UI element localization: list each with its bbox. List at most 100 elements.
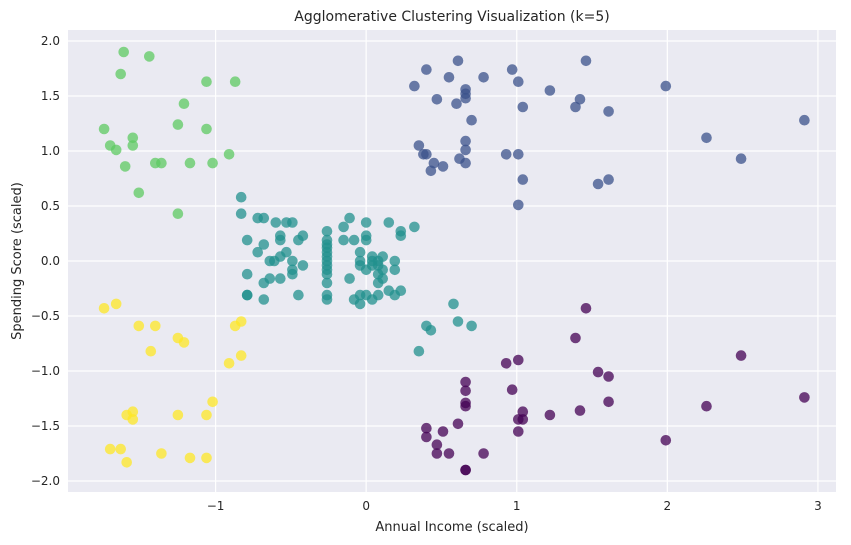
x-tick-label: 0 — [362, 499, 370, 513]
scatter-point — [580, 303, 592, 314]
scatter-point — [118, 46, 129, 58]
scatter-point — [127, 140, 139, 151]
scatter-point — [660, 435, 672, 446]
scatter-point — [377, 264, 389, 276]
scatter-point — [409, 80, 420, 92]
scatter-point — [287, 255, 298, 267]
y-axis-title: Spending Score (scaled) — [10, 182, 25, 340]
scatter-point — [156, 157, 167, 169]
scatter-point — [513, 149, 524, 160]
scatter-point — [389, 264, 401, 276]
scatter-point — [735, 153, 747, 164]
scatter-point — [133, 187, 145, 199]
scatter-point — [466, 114, 477, 126]
y-tick-label: 1.5 — [41, 89, 60, 103]
scatter-point — [207, 396, 218, 408]
scatter-point — [321, 277, 333, 289]
scatter-point — [119, 161, 131, 172]
scatter-point — [395, 285, 407, 297]
scatter-point — [104, 443, 116, 455]
scatter-point — [241, 268, 253, 280]
scatter-point — [377, 273, 389, 284]
scatter-point — [409, 221, 420, 233]
scatter-point — [460, 144, 471, 156]
scatter-point — [297, 230, 309, 241]
scatter-point — [115, 68, 126, 80]
scatter-point — [421, 149, 432, 160]
scatter-point — [603, 396, 614, 408]
scatter-point — [235, 208, 247, 219]
y-tick-label: 1.0 — [41, 144, 60, 158]
scatter-point — [201, 409, 212, 421]
scatter-point — [443, 448, 455, 459]
scatter-point — [229, 76, 241, 87]
scatter-point — [592, 366, 604, 378]
scatter-point — [425, 325, 437, 336]
scatter-point — [184, 452, 196, 464]
scatter-point — [297, 260, 309, 271]
scatter-point — [338, 234, 349, 246]
scatter-point — [421, 431, 432, 443]
scatter-point — [156, 448, 167, 459]
scatter-point — [544, 409, 556, 421]
scatter-point — [235, 316, 247, 327]
scatter-point — [544, 85, 556, 96]
scatter-point — [513, 76, 524, 87]
scatter-point — [360, 234, 372, 246]
scatter-point — [98, 123, 110, 135]
scatter-point — [580, 55, 592, 67]
scatter-point — [293, 289, 304, 301]
scatter-point — [421, 64, 432, 75]
scatter-point — [513, 426, 524, 437]
scatter-point — [223, 358, 235, 369]
scatter-point — [110, 144, 122, 156]
scatter-point — [133, 320, 145, 332]
scatter-point — [603, 174, 614, 185]
scatter-point — [517, 101, 529, 113]
scatter-point — [178, 337, 190, 348]
cluster-series — [98, 46, 241, 219]
scatter-point — [121, 457, 132, 468]
scatter-point — [389, 255, 401, 267]
scatter-point — [413, 140, 425, 151]
scatter-point — [360, 217, 372, 228]
scatter-point — [592, 178, 604, 190]
y-tick-label: −1.5 — [31, 419, 60, 433]
scatter-point — [144, 51, 155, 62]
scatter-point — [258, 239, 270, 250]
y-tick-label: 0.0 — [41, 254, 60, 268]
scatter-point — [570, 332, 581, 344]
y-tick-label: −1.0 — [31, 364, 60, 378]
scatter-point — [460, 157, 471, 169]
scatter-point — [207, 157, 218, 169]
x-tick-label: 3 — [814, 499, 822, 513]
scatter-point — [235, 350, 247, 361]
scatter-point — [431, 439, 443, 451]
scatter-point — [452, 316, 464, 327]
x-axis-title: Annual Income (scaled) — [375, 520, 528, 535]
cluster-series — [409, 55, 810, 211]
scatter-point — [344, 212, 355, 224]
scatter-point — [460, 385, 471, 397]
scatter-point — [383, 217, 395, 228]
scatter-point — [321, 226, 333, 237]
scatter-point — [354, 298, 366, 310]
scatter-point — [201, 452, 212, 464]
scatter-point — [184, 157, 196, 169]
scatter-point — [517, 414, 529, 425]
scatter-point — [223, 149, 235, 160]
scatter-point — [574, 94, 586, 105]
scatter-point — [506, 384, 518, 396]
scatter-point — [127, 132, 139, 144]
y-tick-label: 0.5 — [41, 199, 60, 213]
scatter-point — [344, 273, 355, 284]
scatter-point — [460, 376, 471, 388]
scatter-point — [452, 55, 464, 67]
y-axis-ticks: −2.0 −1.5 −1.0 −0.5 0.0 0.5 1.0 1.5 2.0 — [31, 34, 60, 488]
scatter-point — [451, 98, 462, 109]
scatter-point — [270, 217, 282, 228]
scatter-point — [127, 414, 139, 425]
x-tick-label: −1 — [207, 499, 225, 513]
scatter-point — [145, 345, 157, 357]
scatter-point — [110, 298, 122, 310]
